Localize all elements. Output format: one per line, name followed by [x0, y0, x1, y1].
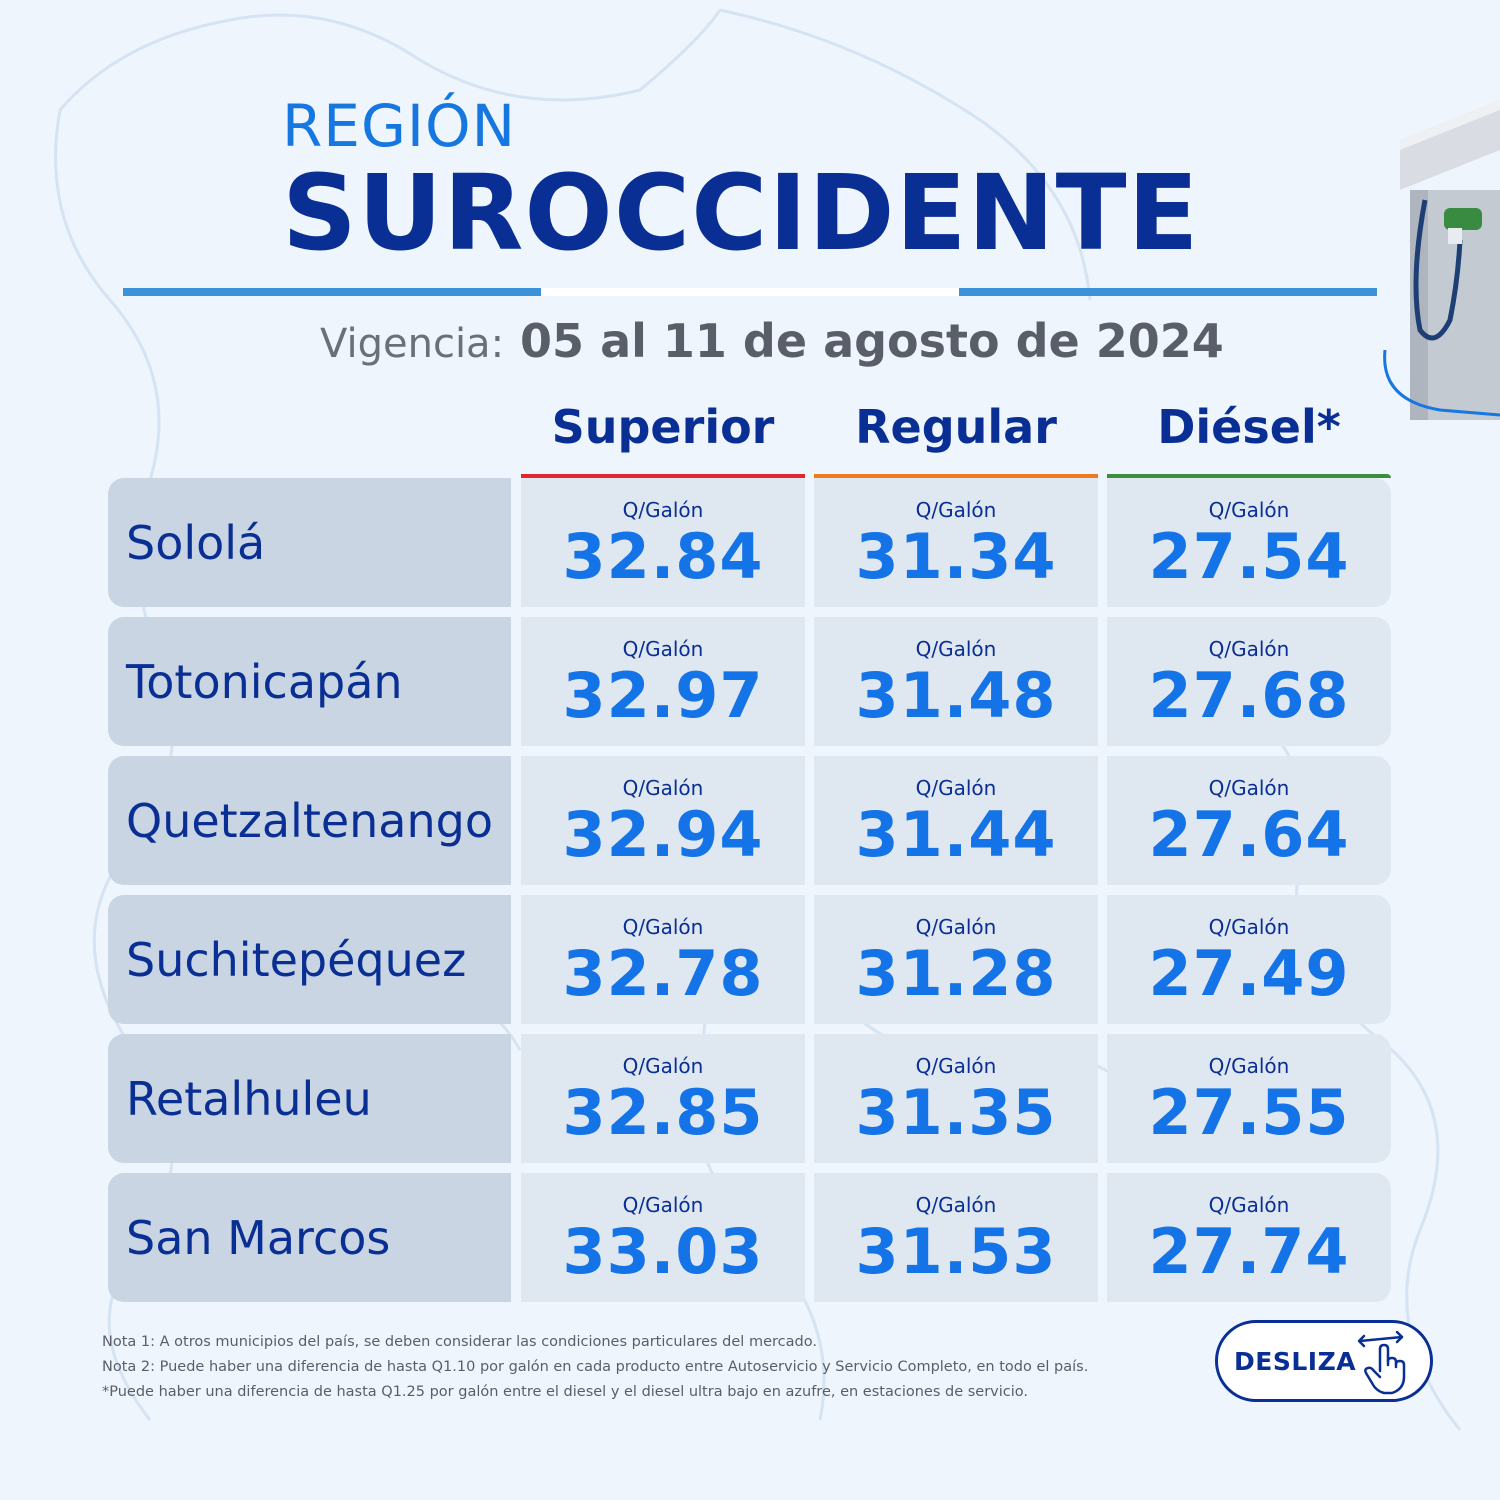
divider-left	[123, 288, 541, 296]
swipe-hand-icon	[1357, 1331, 1406, 1395]
divider-middle	[541, 288, 959, 296]
price-value: 32.97	[562, 659, 764, 732]
price-value: 32.78	[562, 937, 764, 1010]
price-value: 33.03	[562, 1215, 764, 1288]
column-underline-superior	[521, 474, 805, 478]
desliza-button[interactable]: DESLIZA	[1215, 1320, 1433, 1402]
price-cell-regular: Q/Galón 31.34	[814, 478, 1098, 607]
unit-label: Q/Galón	[622, 776, 704, 800]
vigencia: Vigencia: 05 al 11 de agosto de 2024	[320, 314, 1224, 368]
price-value: 31.48	[855, 659, 1057, 732]
price-cell-diesel: Q/Galón 27.64	[1107, 756, 1391, 885]
price-cell-superior: Q/Galón 32.97	[521, 617, 805, 746]
unit-label: Q/Galón	[1208, 498, 1290, 522]
price-value: 31.28	[855, 937, 1057, 1010]
price-value: 31.34	[855, 520, 1057, 593]
price-cell-regular: Q/Galón 31.48	[814, 617, 1098, 746]
price-value: 31.35	[855, 1076, 1057, 1149]
price-cell-regular: Q/Galón 31.28	[814, 895, 1098, 1024]
price-value: 31.53	[855, 1215, 1057, 1288]
price-value: 27.55	[1148, 1076, 1350, 1149]
vigencia-dates: 05 al 11 de agosto de 2024	[520, 314, 1224, 368]
price-value: 27.54	[1148, 520, 1350, 593]
unit-label: Q/Galón	[622, 1193, 704, 1217]
column-underline-diesel	[1107, 474, 1391, 478]
desliza-label: DESLIZA	[1234, 1346, 1357, 1376]
note-2: Nota 2: Puede haber una diferencia de ha…	[102, 1359, 1089, 1375]
note-1: Nota 1: A otros municipios del país, se …	[102, 1334, 817, 1350]
price-cell-diesel: Q/Galón 27.74	[1107, 1173, 1391, 1302]
unit-label: Q/Galón	[915, 776, 997, 800]
region-name: SUROCCIDENTE	[282, 152, 1200, 274]
unit-label: Q/Galón	[915, 1054, 997, 1078]
price-value: 27.74	[1148, 1215, 1350, 1288]
price-value: 31.44	[855, 798, 1057, 871]
department-name: Retalhuleu	[108, 1034, 511, 1163]
unit-label: Q/Galón	[915, 637, 997, 661]
price-cell-superior: Q/Galón 33.03	[521, 1173, 805, 1302]
fuel-pump-icon	[1383, 100, 1500, 420]
price-value: 32.85	[562, 1076, 764, 1149]
unit-label: Q/Galón	[622, 498, 704, 522]
price-cell-regular: Q/Galón 31.53	[814, 1173, 1098, 1302]
price-value: 32.84	[562, 520, 764, 593]
price-cell-diesel: Q/Galón 27.55	[1107, 1034, 1391, 1163]
price-cell-diesel: Q/Galón 27.68	[1107, 617, 1391, 746]
column-header-regular: Regular	[855, 400, 1057, 454]
vigencia-label: Vigencia:	[320, 321, 505, 367]
unit-label: Q/Galón	[1208, 1054, 1290, 1078]
price-value: 27.68	[1148, 659, 1350, 732]
column-underline-regular	[814, 474, 1098, 478]
unit-label: Q/Galón	[1208, 637, 1290, 661]
unit-label: Q/Galón	[915, 915, 997, 939]
footnotes: Nota 1: A otros municipios del país, se …	[102, 1330, 1088, 1405]
department-name: San Marcos	[108, 1173, 511, 1302]
price-cell-superior: Q/Galón 32.94	[521, 756, 805, 885]
unit-label: Q/Galón	[1208, 1193, 1290, 1217]
price-cell-diesel: Q/Galón 27.49	[1107, 895, 1391, 1024]
divider-right	[959, 288, 1377, 296]
unit-label: Q/Galón	[915, 1193, 997, 1217]
price-cell-regular: Q/Galón 31.44	[814, 756, 1098, 885]
price-cell-diesel: Q/Galón 27.54	[1107, 478, 1391, 607]
price-cell-regular: Q/Galón 31.35	[814, 1034, 1098, 1163]
region-label: REGIÓN	[282, 92, 517, 160]
department-name: Totonicapán	[108, 617, 511, 746]
column-header-superior: Superior	[551, 400, 775, 454]
unit-label: Q/Galón	[622, 637, 704, 661]
price-value: 32.94	[562, 798, 764, 871]
price-value: 27.64	[1148, 798, 1350, 871]
column-header-diesel: Diésel*	[1157, 400, 1341, 454]
unit-label: Q/Galón	[622, 1054, 704, 1078]
unit-label: Q/Galón	[1208, 776, 1290, 800]
price-cell-superior: Q/Galón 32.84	[521, 478, 805, 607]
department-name: Quetzaltenango	[108, 756, 511, 885]
unit-label: Q/Galón	[915, 498, 997, 522]
department-name: Sololá	[108, 478, 511, 607]
price-cell-superior: Q/Galón 32.85	[521, 1034, 805, 1163]
note-3: *Puede haber una diferencia de hasta Q1.…	[102, 1384, 1029, 1400]
unit-label: Q/Galón	[622, 915, 704, 939]
department-name: Suchitepéquez	[108, 895, 511, 1024]
price-cell-superior: Q/Galón 32.78	[521, 895, 805, 1024]
price-value: 27.49	[1148, 937, 1350, 1010]
unit-label: Q/Galón	[1208, 915, 1290, 939]
